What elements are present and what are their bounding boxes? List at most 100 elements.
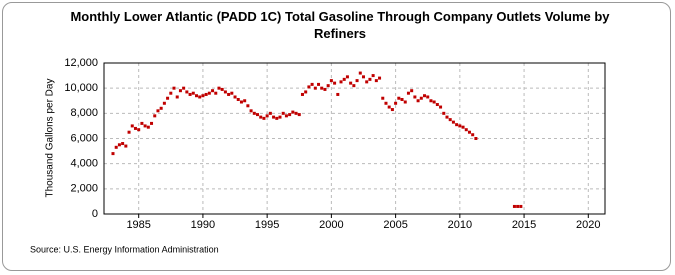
data-point (336, 92, 340, 96)
data-point (471, 133, 475, 137)
data-point (162, 101, 166, 105)
data-point (178, 89, 182, 93)
data-point (121, 142, 125, 146)
data-point (435, 103, 439, 107)
data-point (429, 99, 433, 103)
data-point (297, 113, 301, 117)
x-tick-label: 2005 (383, 219, 407, 231)
data-point (214, 91, 218, 95)
y-tick-label: 10,000 (64, 82, 98, 94)
data-point (403, 100, 407, 104)
data-point (256, 113, 260, 117)
data-point (262, 116, 266, 120)
data-point (124, 144, 128, 148)
data-point (201, 94, 205, 98)
data-point (326, 84, 330, 88)
data-point (114, 145, 118, 149)
data-point (211, 89, 215, 93)
data-point (272, 115, 276, 119)
data-point (400, 97, 404, 101)
data-point (230, 91, 234, 95)
data-point (166, 96, 170, 100)
data-point (249, 109, 253, 113)
data-point (390, 108, 394, 112)
data-point (182, 86, 186, 90)
y-tick-label: 12,000 (64, 57, 98, 69)
data-point (426, 95, 430, 99)
data-point (307, 85, 311, 89)
data-point (349, 81, 353, 85)
data-point (320, 86, 324, 90)
data-point (198, 95, 202, 99)
data-point (345, 75, 349, 79)
y-tick-label: 0 (92, 208, 98, 220)
y-tick-label: 8,000 (70, 107, 98, 119)
data-point (406, 91, 410, 95)
data-point (265, 114, 269, 118)
chart-frame (2, 2, 671, 271)
data-point (133, 126, 137, 130)
data-point (207, 91, 211, 95)
data-point (365, 80, 369, 84)
data-point (416, 99, 420, 103)
data-point (355, 79, 359, 83)
data-point (423, 94, 427, 98)
x-tick-label: 1995 (255, 219, 279, 231)
data-point (294, 111, 298, 115)
data-point (458, 124, 462, 128)
data-point (233, 95, 237, 99)
data-point (268, 111, 272, 115)
data-point (317, 82, 321, 86)
data-point (432, 100, 436, 104)
data-point (246, 104, 250, 108)
data-point (374, 79, 378, 83)
chart-title: Monthly Lower Atlantic (PADD 1C) Total G… (70, 9, 610, 41)
data-point (410, 89, 414, 93)
source-note: Source: U.S. Energy Information Administ… (30, 244, 219, 254)
x-tick-label: 2020 (576, 219, 600, 231)
data-point (519, 204, 523, 208)
data-point (339, 80, 343, 84)
data-point (156, 109, 160, 113)
data-point (188, 92, 192, 96)
data-point (153, 114, 157, 118)
data-point (378, 76, 382, 80)
data-point (323, 87, 327, 91)
data-point (217, 86, 221, 90)
data-point (194, 94, 198, 98)
data-point (252, 111, 256, 115)
data-point (169, 91, 173, 95)
data-point (512, 204, 516, 208)
data-point (204, 92, 208, 96)
data-point (461, 125, 465, 129)
data-point (191, 91, 195, 95)
data-point (397, 96, 401, 100)
y-tick-label: 4,000 (70, 158, 98, 170)
data-point (185, 90, 189, 94)
data-point (220, 87, 224, 91)
data-point (342, 77, 346, 81)
data-point (275, 116, 279, 120)
data-point (288, 113, 292, 117)
data-point (474, 137, 478, 140)
data-point (140, 121, 144, 125)
data-point (371, 74, 375, 78)
data-point (368, 77, 372, 81)
data-point (130, 124, 134, 128)
data-point (291, 110, 295, 114)
data-point (117, 143, 121, 147)
data-point (137, 128, 141, 132)
data-point (358, 71, 362, 75)
data-point (300, 92, 304, 96)
data-point (387, 105, 391, 109)
data-point (394, 101, 398, 105)
data-point (384, 101, 388, 105)
data-point (455, 123, 459, 127)
data-point (451, 120, 455, 124)
data-point (445, 115, 449, 119)
data-point (239, 100, 243, 104)
data-point (304, 90, 308, 94)
data-point (150, 121, 154, 125)
x-tick-label: 2000 (319, 219, 343, 231)
data-point (413, 95, 417, 99)
